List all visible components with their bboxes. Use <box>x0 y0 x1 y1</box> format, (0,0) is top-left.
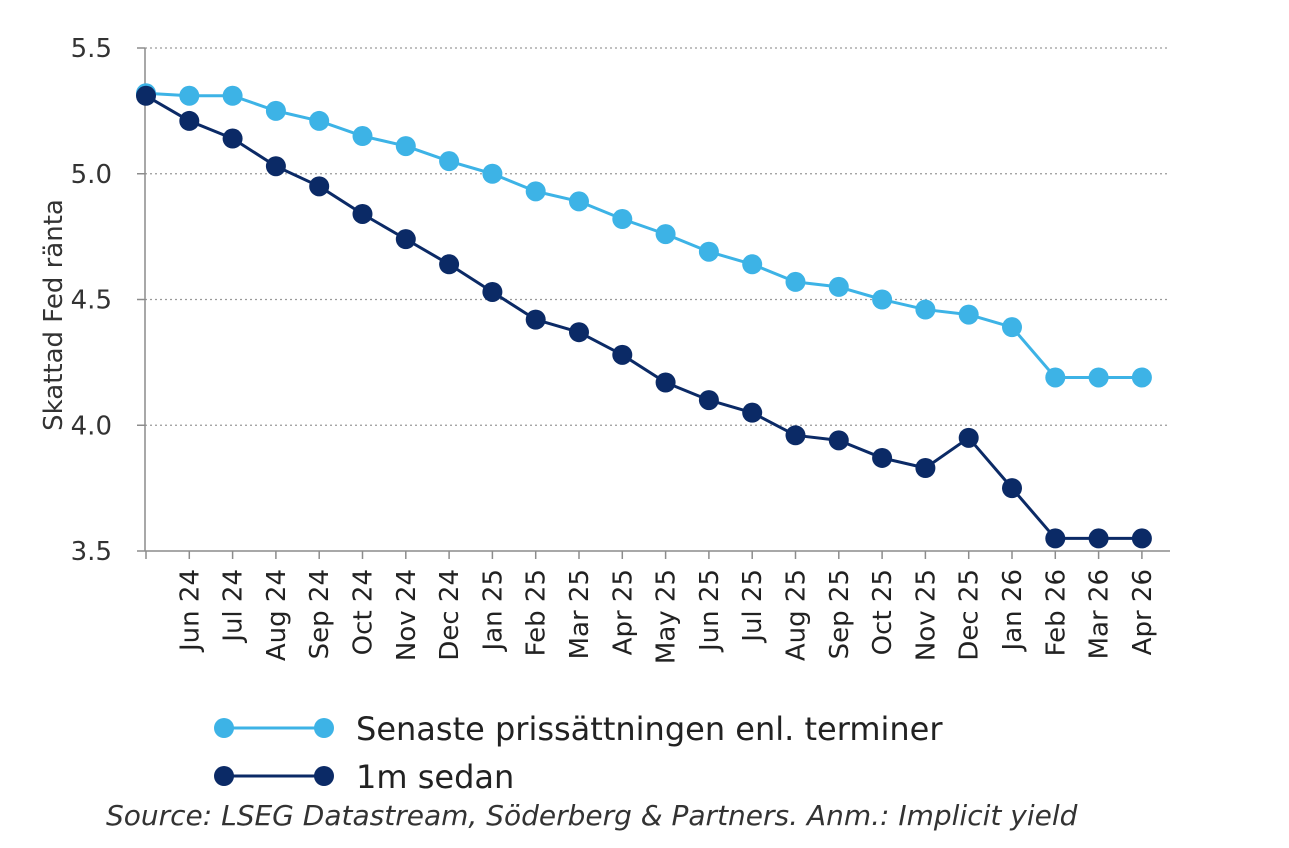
x-tick-label: Feb 26 <box>1041 569 1071 656</box>
data-point <box>222 85 243 106</box>
data-point <box>742 254 763 275</box>
source-note: Source: LSEG Datastream, Söderberg & Par… <box>106 799 1078 832</box>
data-point <box>179 110 200 131</box>
data-point <box>179 85 200 106</box>
series-latest <box>136 83 1152 388</box>
grid-lines <box>145 47 1170 426</box>
x-tick-labels: Jun 24 Jul 24 Aug 24 Sep 24 Oct 24 Nov 24 Dec … <box>175 569 1158 664</box>
data-point <box>482 281 503 302</box>
series-1m-ago <box>136 85 1152 549</box>
data-point <box>222 128 243 149</box>
x-tick-label: Oct 25 <box>868 569 898 655</box>
y-tick-label: 5.5 <box>71 34 112 64</box>
x-tick-label: Aug 25 <box>782 569 812 661</box>
legend-label-latest: Senaste prissättningen enl. terminer <box>356 710 943 748</box>
data-point <box>352 203 373 224</box>
x-tick-label: Jan 26 <box>998 569 1028 652</box>
legend-marker-1m-ago <box>214 766 234 786</box>
axes <box>137 47 1170 559</box>
data-point <box>1088 367 1109 388</box>
data-point <box>828 276 849 297</box>
data-point <box>612 209 633 230</box>
x-tick-label: Nov 25 <box>911 569 941 661</box>
data-point <box>655 372 676 393</box>
data-point <box>872 289 893 310</box>
y-tick-label: 3.5 <box>71 537 112 567</box>
data-point <box>742 402 763 423</box>
y-tick-label: 5.0 <box>71 160 112 190</box>
data-point <box>1002 478 1022 499</box>
data-point <box>1131 367 1152 388</box>
x-tick-label: Nov 24 <box>392 569 422 661</box>
data-point <box>1045 367 1066 388</box>
x-tick-label: Feb 25 <box>522 569 552 656</box>
x-tick-label: Jun 24 <box>175 569 205 653</box>
x-tick-label: Mar 26 <box>1085 569 1115 659</box>
series-line <box>145 94 1142 540</box>
x-tick-label: Sep 25 <box>825 569 855 659</box>
x-tick-label: Mar 25 <box>565 569 595 659</box>
data-point <box>395 229 416 250</box>
x-tick-label: Jul 24 <box>219 569 249 644</box>
x-tick-label: Sep 24 <box>305 569 335 659</box>
x-tick-label: Dec 25 <box>955 569 985 661</box>
legend-item-1m-ago: 1m sedan <box>214 758 514 796</box>
data-point <box>1088 528 1109 549</box>
x-tick-label: Jan 25 <box>478 569 508 652</box>
data-point <box>958 304 979 325</box>
data-point <box>1002 317 1022 338</box>
x-tick-label: Apr 26 <box>1128 569 1158 655</box>
data-point <box>309 176 330 197</box>
data-point <box>828 430 849 451</box>
data-point <box>265 156 286 177</box>
data-point <box>439 151 460 172</box>
y-tick-label: 4.0 <box>71 411 112 441</box>
data-point <box>525 181 546 202</box>
y-tick-labels: 5.5 5.0 4.5 4.0 3.5 <box>71 34 112 567</box>
x-tick-label: Jul 25 <box>738 569 768 644</box>
data-point <box>785 271 806 292</box>
x-tick-label: Jun 25 <box>695 569 725 653</box>
data-point <box>525 309 546 330</box>
data-point <box>785 425 806 446</box>
x-tick-label: Apr 25 <box>608 569 638 655</box>
data-point <box>958 427 979 448</box>
data-point <box>872 447 893 468</box>
legend-marker-latest-end <box>314 718 334 738</box>
series <box>136 83 1152 549</box>
y-axis-title: Skattad Fed ränta <box>39 199 69 431</box>
data-point <box>569 322 589 343</box>
x-tick-label: Aug 24 <box>262 569 292 661</box>
legend-item-latest: Senaste prissättningen enl. terminer <box>214 710 943 748</box>
data-point <box>915 299 936 320</box>
data-point <box>395 136 416 157</box>
y-tick-label: 4.5 <box>71 286 112 316</box>
data-point <box>698 241 719 262</box>
legend: Senaste prissättningen enl. terminer 1m … <box>214 710 943 796</box>
data-point <box>439 254 460 275</box>
data-point <box>482 163 503 184</box>
legend-marker-latest <box>214 718 234 738</box>
data-point <box>915 458 936 479</box>
data-point <box>1131 528 1152 549</box>
legend-marker-1m-ago-end <box>314 766 334 786</box>
data-point <box>265 100 286 121</box>
data-point <box>569 191 589 212</box>
data-point <box>698 390 719 411</box>
data-point <box>136 85 156 106</box>
data-point <box>612 344 633 365</box>
data-point <box>309 110 330 131</box>
legend-label-1m-ago: 1m sedan <box>356 758 514 796</box>
series-line <box>145 91 1142 379</box>
x-tick-label: May 25 <box>652 569 682 664</box>
data-point <box>655 224 676 245</box>
data-point <box>1045 528 1066 549</box>
x-tick-label: Oct 24 <box>349 569 379 655</box>
data-point <box>352 126 373 147</box>
x-tick-label: Dec 24 <box>435 569 465 661</box>
